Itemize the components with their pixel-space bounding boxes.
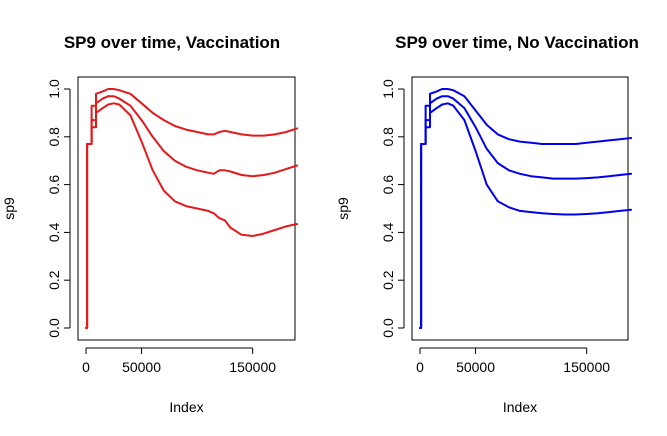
- y-tick-label: 1.0: [46, 79, 62, 99]
- y-tick-label: 0.6: [380, 175, 396, 195]
- y-tick-label: 0.2: [46, 270, 62, 290]
- x-tick-label: 0: [82, 359, 90, 375]
- x-tick-label: 50000: [122, 359, 161, 375]
- series-line-1: [85, 88, 299, 329]
- y-tick-label: 0.6: [46, 175, 62, 195]
- series-line-3: [419, 102, 633, 329]
- series-line-2: [419, 95, 633, 329]
- y-tick-label: 0.4: [380, 222, 396, 242]
- x-tick-label: 0: [416, 359, 424, 375]
- series-line-3: [85, 102, 299, 329]
- x-tick-label: 50000: [456, 359, 495, 375]
- plot-frame: [77, 76, 296, 341]
- x-tick-label: 150000: [229, 359, 276, 375]
- y-tick-label: 1.0: [380, 79, 396, 99]
- vaccination-panel: SP9 over time, Vaccination 0.0 0.2 0.4 0.6 0.…: [1, 33, 299, 415]
- y-axis-label: sp9: [335, 197, 351, 220]
- series-line-2: [85, 95, 299, 329]
- x-tick-label: 150000: [563, 359, 610, 375]
- plot-frame: [411, 76, 629, 341]
- no-vaccination-panel: SP9 over time, No Vaccination 0.0 0.2 0.4 0.…: [335, 33, 639, 415]
- series-line-1: [419, 88, 633, 329]
- y-tick-label: 0.8: [380, 127, 396, 147]
- y-tick-label: 0.0: [380, 318, 396, 338]
- x-axis-label: Index: [169, 399, 203, 415]
- chart-title: SP9 over time, Vaccination: [64, 33, 280, 52]
- x-axis-label: Index: [503, 399, 537, 415]
- y-axis-label: sp9: [1, 197, 17, 220]
- y-tick-label: 0.0: [46, 318, 62, 338]
- y-tick-label: 0.2: [380, 270, 396, 290]
- chart-title: SP9 over time, No Vaccination: [395, 33, 639, 52]
- y-tick-label: 0.8: [46, 127, 62, 147]
- y-tick-label: 0.4: [46, 222, 62, 242]
